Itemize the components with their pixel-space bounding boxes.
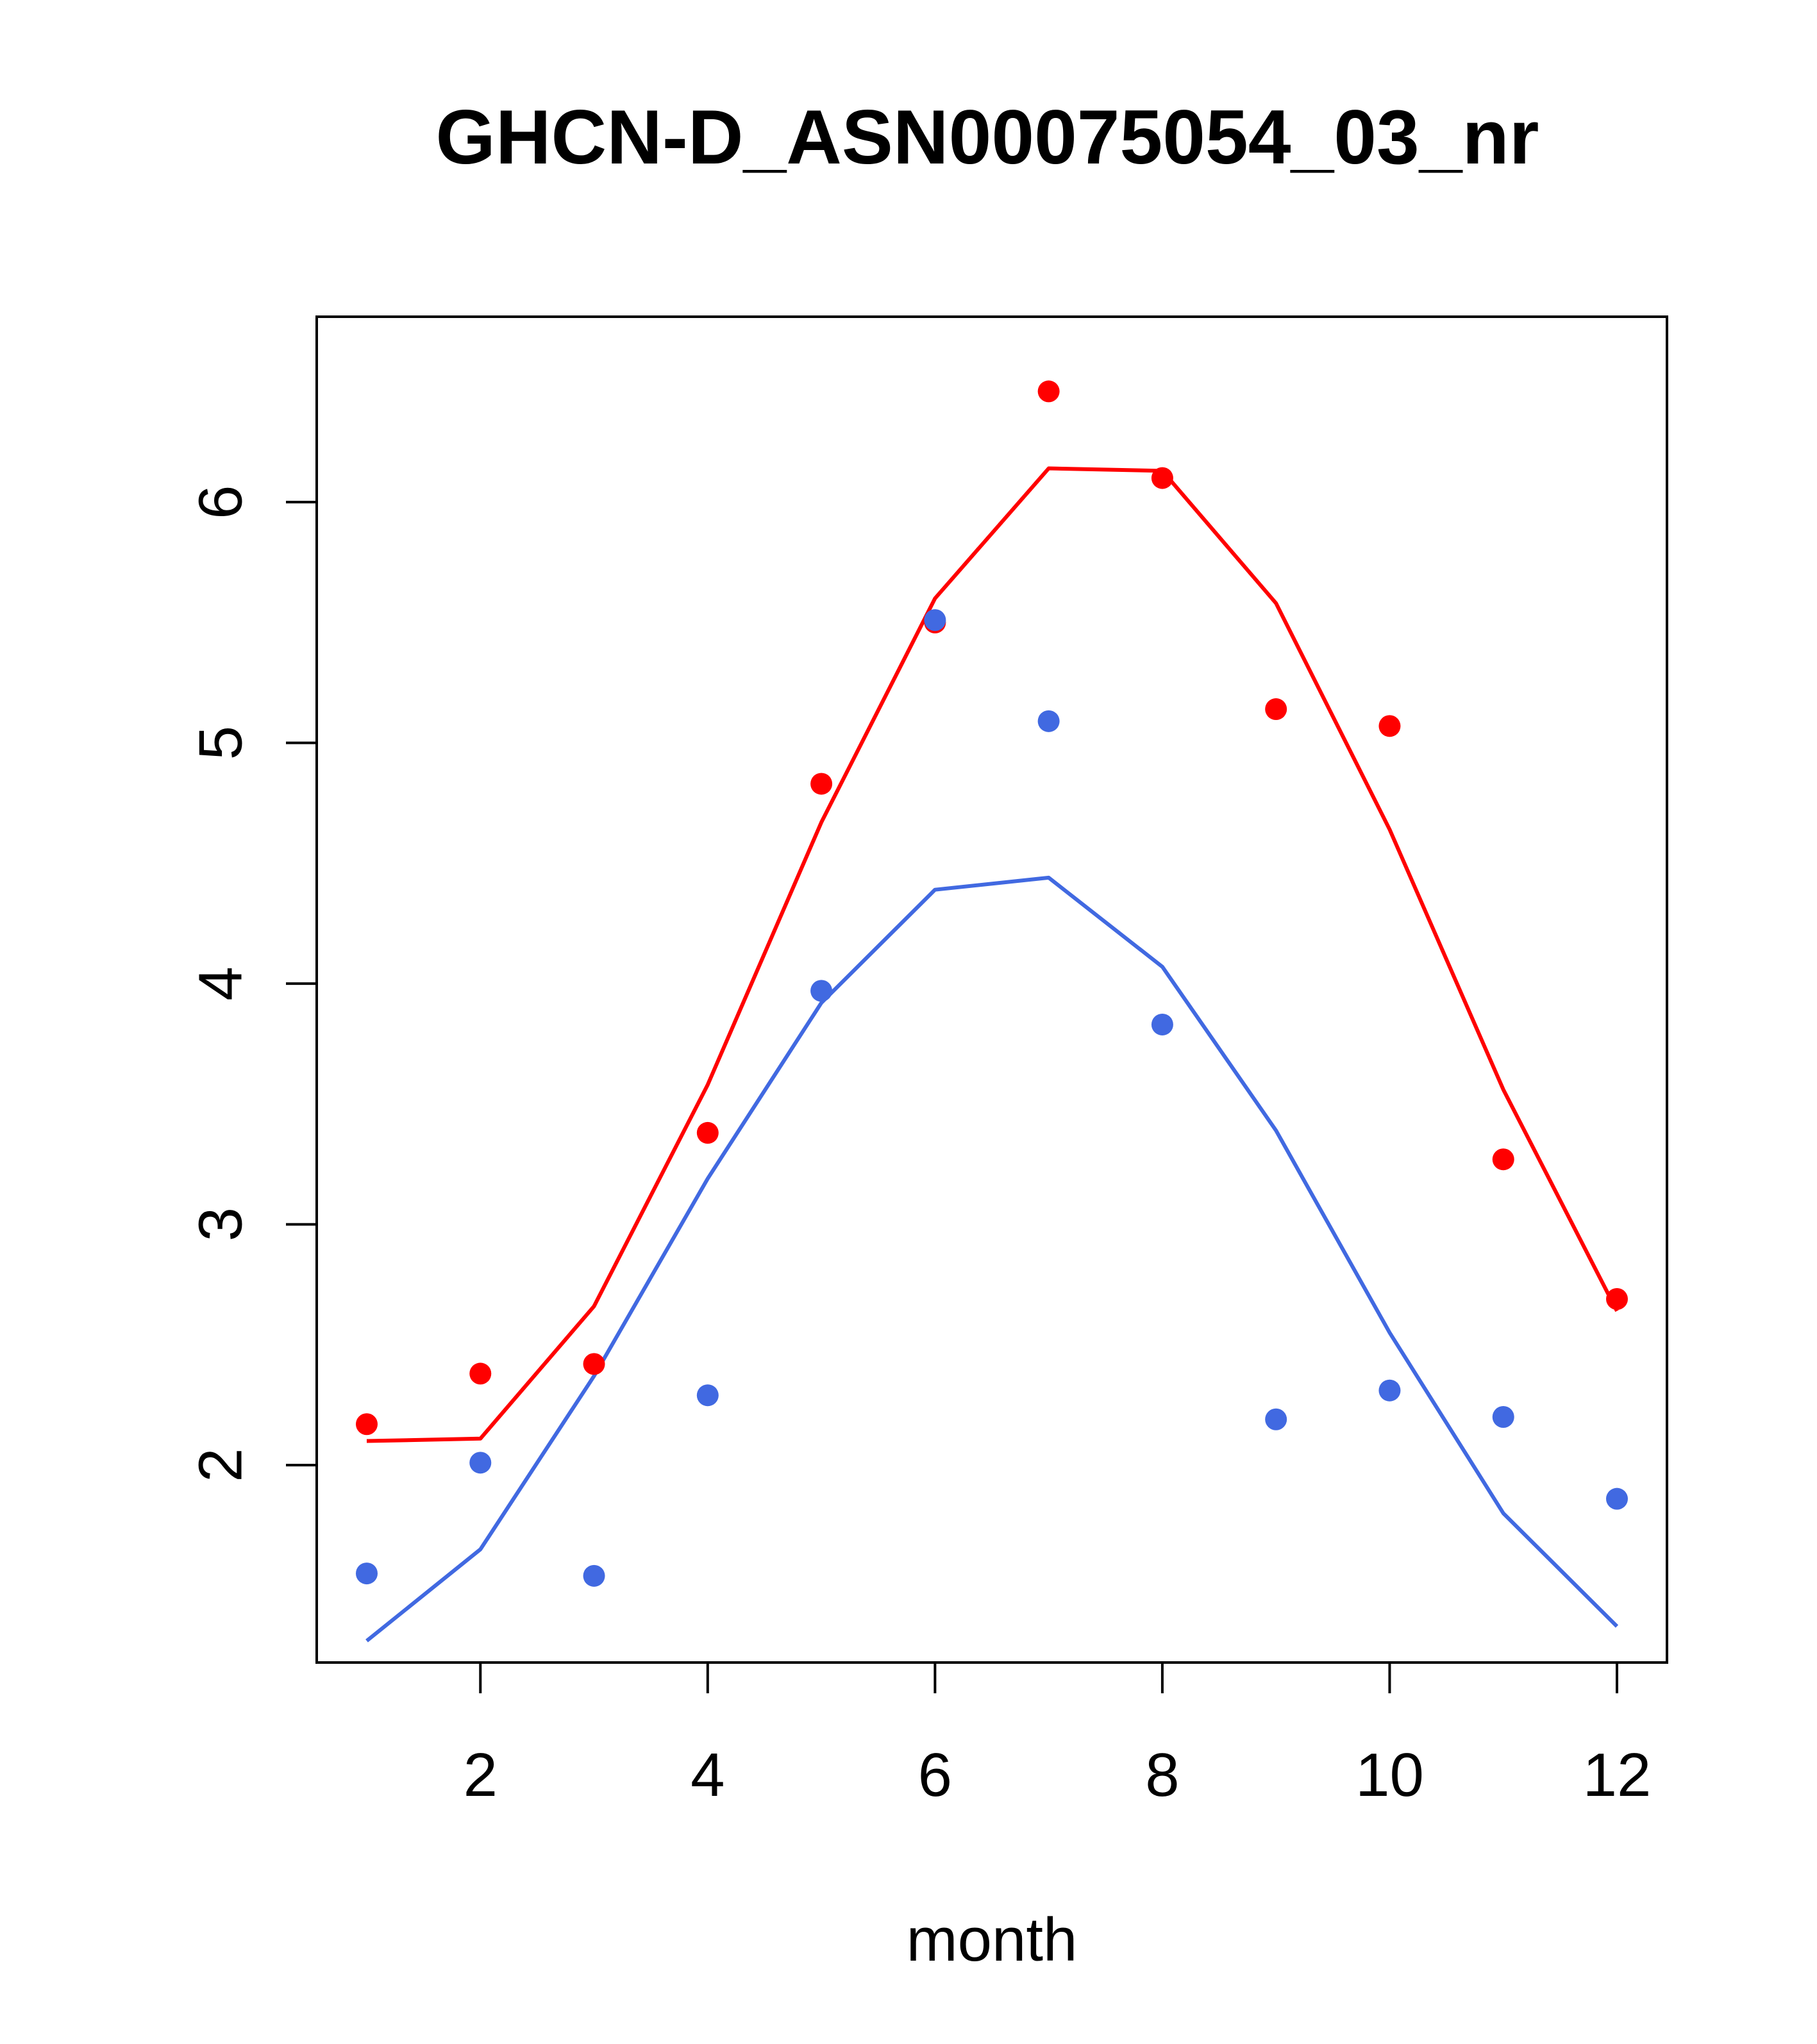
series-point-1 — [810, 980, 833, 1002]
x-axis-label: month — [907, 1906, 1078, 1974]
series-point-0 — [1151, 467, 1173, 489]
series-point-1 — [1606, 1487, 1628, 1510]
series-point-0 — [810, 773, 833, 795]
series-point-0 — [1378, 715, 1401, 737]
series-point-0 — [1492, 1148, 1514, 1171]
series-layer — [356, 380, 1628, 1643]
x-tick-label: 8 — [1145, 1741, 1179, 1809]
x-tick-label: 12 — [1583, 1741, 1652, 1809]
y-tick-label: 6 — [187, 485, 255, 519]
plot-frame — [315, 315, 1668, 1664]
series-line-1 — [365, 875, 1619, 1643]
y-tick-label: 4 — [187, 966, 255, 1000]
series-point-0 — [1606, 1288, 1628, 1311]
series-point-1 — [696, 1384, 719, 1407]
series-point-0 — [356, 1413, 378, 1436]
series-point-1 — [1151, 1013, 1173, 1035]
series-point-1 — [469, 1452, 492, 1474]
y-tick-label: 3 — [187, 1207, 255, 1241]
chart-title: GHCN-D_ASN00075054_03_nr — [436, 94, 1539, 180]
x-tick-label: 2 — [464, 1741, 498, 1809]
series-point-1 — [583, 1564, 605, 1587]
series-point-1 — [1492, 1405, 1514, 1428]
series-point-1 — [1378, 1379, 1401, 1402]
series-point-1 — [924, 609, 946, 632]
series-point-0 — [583, 1353, 605, 1375]
y-tick-label: 2 — [187, 1448, 255, 1482]
series-point-1 — [1265, 1408, 1287, 1430]
series-point-1 — [1037, 710, 1060, 732]
y-tick-label: 5 — [187, 726, 255, 760]
series-point-0 — [696, 1121, 719, 1144]
x-tick-label: 6 — [918, 1741, 952, 1809]
x-tick-label: 10 — [1355, 1741, 1424, 1809]
series-point-1 — [356, 1562, 378, 1585]
series-point-0 — [469, 1362, 492, 1385]
series-point-0 — [1037, 380, 1060, 403]
y-axis: 2 3 4 5 6 — [187, 485, 318, 1482]
x-axis: 2 4 6 8 10 12 — [464, 1661, 1652, 1809]
series-line-0 — [366, 466, 1619, 1443]
series-point-0 — [1265, 698, 1287, 721]
x-tick-label: 4 — [691, 1741, 724, 1809]
